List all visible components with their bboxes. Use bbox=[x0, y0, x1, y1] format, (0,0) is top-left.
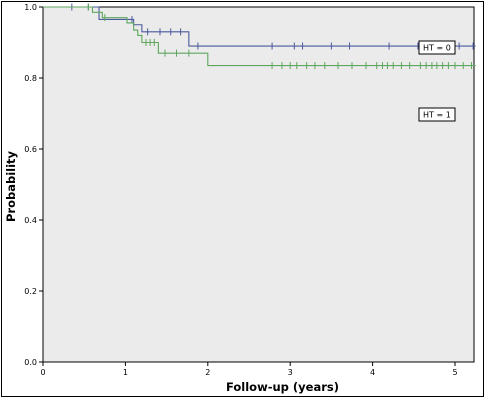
y-tick-label: 1.0 bbox=[24, 3, 37, 12]
series-layer bbox=[43, 3, 476, 70]
km-curve-series-1 bbox=[43, 6, 476, 47]
x-tick-label: 5 bbox=[452, 368, 457, 377]
x-axis-title: Follow-up (years) bbox=[226, 380, 339, 394]
y-tick-label: 0.6 bbox=[24, 145, 37, 154]
legend-label: HT = 1 bbox=[423, 111, 451, 120]
y-tick-label: 0.4 bbox=[24, 216, 37, 225]
y-axis-title: Probability bbox=[4, 150, 18, 222]
x-tick-label: 4 bbox=[370, 368, 375, 377]
legend-box bbox=[418, 40, 456, 55]
x-tick-label: 1 bbox=[123, 368, 128, 377]
legend-box bbox=[418, 107, 456, 122]
y-tick-label: 0.2 bbox=[24, 287, 37, 296]
x-tick-label: 0 bbox=[40, 368, 45, 377]
plot-area bbox=[42, 6, 475, 363]
km-curve-series-2 bbox=[43, 6, 476, 67]
y-axis: 0.0 0.2 0.4 0.6 0.8 1.0 bbox=[24, 3, 43, 367]
y-tick-label: 0.8 bbox=[24, 74, 37, 83]
y-tick-label: 0.0 bbox=[24, 358, 37, 367]
legend-layer: HT = 0 HT = 1 bbox=[418, 40, 456, 122]
x-axis: 0 1 2 3 4 5 bbox=[40, 362, 458, 377]
x-tick-label: 2 bbox=[205, 368, 210, 377]
legend-label: HT = 0 bbox=[423, 44, 451, 53]
x-tick-label: 3 bbox=[288, 368, 293, 377]
